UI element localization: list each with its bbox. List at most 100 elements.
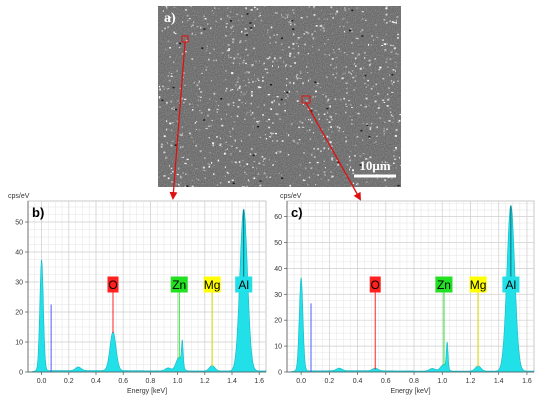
element-label-box-zn xyxy=(435,276,453,293)
sem-particle xyxy=(167,177,170,180)
sem-particle xyxy=(252,125,254,128)
sem-particle xyxy=(365,97,368,100)
sem-dark-spot xyxy=(366,124,369,127)
sem-particle xyxy=(183,84,186,86)
sem-particle xyxy=(314,90,317,93)
sem-particle xyxy=(193,21,195,23)
sem-particle xyxy=(245,163,247,165)
sem-particle xyxy=(269,136,270,138)
sem-particle xyxy=(333,51,336,54)
x-axis-title: Energy [keV] xyxy=(390,388,430,395)
sem-particle xyxy=(275,113,278,115)
sem-particle xyxy=(354,62,355,65)
sem-particle xyxy=(258,80,260,82)
sem-particle xyxy=(257,106,259,108)
sem-particle xyxy=(354,80,356,82)
sem-particle xyxy=(208,125,210,128)
sem-particle xyxy=(320,24,323,27)
sem-particle xyxy=(308,6,311,8)
sem-particle xyxy=(370,44,372,46)
sem-particle xyxy=(365,19,367,22)
sem-particle xyxy=(179,133,182,136)
sem-particle xyxy=(296,77,298,80)
sem-particle xyxy=(300,72,302,74)
sem-particle xyxy=(338,130,340,132)
sem-particle xyxy=(335,57,338,59)
sem-particle xyxy=(232,127,234,130)
sem-particle xyxy=(245,62,247,65)
sem-particle xyxy=(397,121,400,124)
sem-particle xyxy=(246,163,249,166)
sem-particle xyxy=(314,156,316,158)
sem-particle xyxy=(262,76,264,79)
sem-particle xyxy=(364,83,366,85)
sem-particle xyxy=(348,71,350,74)
sem-particle xyxy=(238,99,241,101)
sem-particle xyxy=(179,146,181,149)
sem-particle xyxy=(267,31,269,34)
sem-particle xyxy=(313,148,316,150)
element-label-box-mg xyxy=(469,276,487,293)
sem-particle xyxy=(326,111,328,114)
sem-particle xyxy=(216,136,218,138)
sem-particle xyxy=(265,120,268,122)
sem-particle xyxy=(183,102,185,104)
sem-particle xyxy=(249,181,251,183)
sem-particle xyxy=(276,150,279,152)
sem-particle xyxy=(164,27,166,30)
sem-particle xyxy=(323,140,326,142)
sem-particle xyxy=(257,172,259,174)
sem-particle xyxy=(243,80,245,82)
sem-particle xyxy=(298,53,300,55)
sem-particle xyxy=(361,29,364,31)
sem-particle xyxy=(379,66,382,69)
sem-particle xyxy=(170,100,173,103)
sem-particle xyxy=(251,9,253,11)
sem-particle xyxy=(176,120,178,122)
sem-dark-spot xyxy=(281,37,283,40)
sem-particle xyxy=(332,49,335,51)
sem-particle xyxy=(266,176,268,178)
sem-particle xyxy=(231,160,233,163)
sem-particle xyxy=(196,84,199,86)
sem-particle xyxy=(198,80,200,83)
sem-particle xyxy=(350,104,352,106)
sem-particle xyxy=(350,151,352,153)
sem-particle xyxy=(232,30,234,32)
sem-particle xyxy=(391,91,394,93)
sem-particle xyxy=(310,167,312,170)
sem-particle xyxy=(219,144,221,146)
sem-particle xyxy=(264,68,267,70)
sem-particle xyxy=(334,77,337,79)
sem-particle xyxy=(241,102,243,104)
sem-dark-spot xyxy=(270,83,272,86)
sem-particle xyxy=(356,135,359,138)
sem-particle xyxy=(186,158,189,161)
sem-particle xyxy=(249,153,252,155)
sem-particle xyxy=(393,162,395,164)
sem-particle xyxy=(204,177,206,179)
sem-particle xyxy=(310,107,313,109)
sem-dark-spot xyxy=(360,129,363,132)
sem-particle xyxy=(387,98,390,101)
sem-dark-spot xyxy=(291,19,294,22)
sem-particle xyxy=(251,94,253,97)
sem-particle xyxy=(297,37,300,39)
sem-particle xyxy=(391,115,394,117)
sem-particle xyxy=(191,179,194,181)
sem-particle xyxy=(349,159,351,162)
sem-particle xyxy=(166,88,169,90)
sem-particle xyxy=(371,35,373,38)
sem-particle xyxy=(259,12,261,15)
sem-particle xyxy=(364,106,367,108)
sem-particle xyxy=(343,97,346,100)
sem-particle xyxy=(399,156,400,159)
sem-particle xyxy=(306,130,308,132)
sem-particle xyxy=(226,49,229,52)
sem-particle xyxy=(374,100,377,103)
sem-particle xyxy=(252,167,254,169)
sem-particle xyxy=(320,178,322,180)
sem-particle xyxy=(162,10,164,12)
sem-particle xyxy=(387,87,390,89)
